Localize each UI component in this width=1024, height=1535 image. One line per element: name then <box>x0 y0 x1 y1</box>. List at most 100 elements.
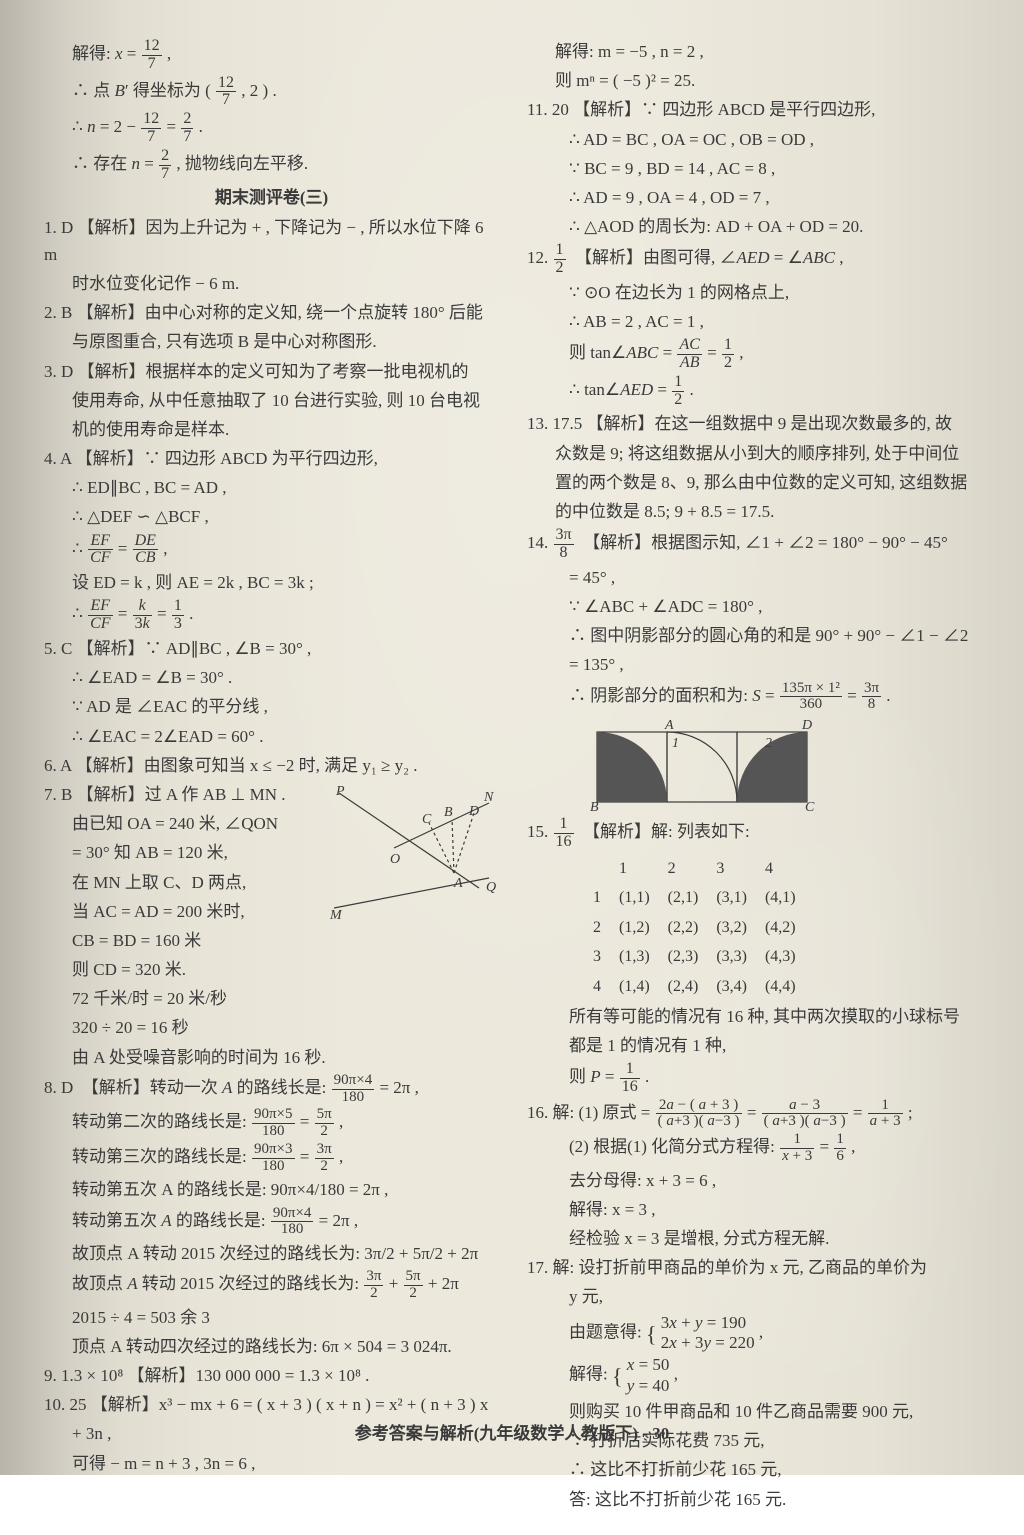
q7-l5: 则 CD = 320 米. <box>44 956 499 983</box>
left-column: 解得: x = 127 , ∴ 点 B′ 得坐标为 ( 127 , 2 ) . … <box>44 38 499 1515</box>
q17-head: 17. 解: 设打折前甲商品的单价为 x 元, 乙商品的单价为 <box>527 1254 972 1281</box>
lbl-B: B <box>590 800 599 812</box>
lbl-C: C <box>422 812 432 827</box>
q4-l3: 设 ED = k , 则 AE = 2k , BC = 3k ; <box>44 569 499 596</box>
q11-l2: ∴ AD = 9 , OA = 4 , OD = 7 , <box>527 184 972 211</box>
q17-l8: 答: 这比不打折前少花 165 元. <box>527 1486 972 1513</box>
cell: (3,2) <box>708 914 755 942</box>
cell: (1,1) <box>611 884 658 912</box>
q13-l1: 置的两个数是 8、9, 那么由中位数的定义可知, 这组数据 <box>527 469 972 496</box>
frac-den: 7 <box>142 56 162 73</box>
cell: (2,1) <box>660 884 707 912</box>
q8-l7: 顶点 A 转动四次经过的路线长为: 6π × 504 = 3 024π. <box>44 1333 499 1360</box>
cell: (4,2) <box>757 914 804 942</box>
lbl-B: B <box>444 805 453 820</box>
frac-num: 2 <box>181 111 193 129</box>
q15-t0: 所有等可能的情况有 16 种, 其中两次摸取的小球标号 <box>527 1003 972 1030</box>
q17-l1: 由题意得: { 3x + y = 1902x + 3y = 220 , <box>527 1313 972 1354</box>
col-h: 4 <box>757 855 804 883</box>
q7-l6: 72 千米/时 = 20 米/秒 <box>44 985 499 1012</box>
table-row: 2(1,2)(2,2)(3,2)(4,2) <box>585 914 804 942</box>
row-h: 2 <box>585 914 609 942</box>
q10-head: 10. 25 【解析】x³ − mx + 6 = ( x + 3 ) ( x +… <box>44 1391 499 1418</box>
frac-num: 12 <box>141 111 161 129</box>
r-intro-1: 则 mⁿ = ( −5 )² = 25. <box>527 67 972 94</box>
row-h: 1 <box>585 884 609 912</box>
q13-head: 13. 17.5 【解析】在这一组数据中 9 是出现次数最多的, 故 <box>527 410 972 437</box>
q15-t2: 则 P = 116 . <box>527 1061 972 1096</box>
cell: (2,4) <box>660 973 707 1001</box>
q14-l4: ∴ 阴影部分的面积和为: S = 135π × 1²360 = 3π8 . <box>527 681 972 714</box>
q11-l0: ∴ AD = BC , OA = OC , OB = OD , <box>527 126 972 153</box>
lbl-1: 1 <box>672 736 679 751</box>
q16-l1: 去分母得: x + 3 = 6 , <box>527 1167 972 1194</box>
q15-t1: 都是 1 的情况有 1 种, <box>527 1032 972 1059</box>
row-h: 4 <box>585 973 609 1001</box>
intro-line-4: ∴ 存在 n = 27 , 抛物线向左平移. <box>44 148 499 183</box>
frac-den: 7 <box>181 129 193 146</box>
q11-l1: ∵ BC = 9 , BD = 14 , AC = 8 , <box>527 155 972 182</box>
frac-num: 12 <box>216 75 236 93</box>
q2-head: 2. B 【解析】由中心对称的定义知, 绕一个点旋转 180° 后能 <box>44 299 499 326</box>
lbl-2: 2 <box>765 736 772 751</box>
cell: (1,3) <box>611 943 658 971</box>
cell: (3,1) <box>708 884 755 912</box>
cell: (1,4) <box>611 973 658 1001</box>
q16-l0: (2) 根据(1) 化简分式方程得: 1x + 3 = 16 , <box>527 1132 972 1165</box>
r-intro-0: 解得: m = −5 , n = 2 , <box>527 38 972 65</box>
cell: (4,4) <box>757 973 804 1001</box>
frac-num: 2 <box>159 148 171 166</box>
intro-line-2: ∴ 点 B′ 得坐标为 ( 127 , 2 ) . <box>44 75 499 110</box>
q16-l3: 经检验 x = 3 是增根, 分式方程无解. <box>527 1225 972 1252</box>
q8-head: 8. D 【解析】转动一次 A 的路线长是: 90π×4180 = 2π , <box>44 1073 499 1106</box>
q17-l0: y 元, <box>527 1283 972 1310</box>
q13-l2: 的中位数是 8.5; 9 + 8.5 = 17.5. <box>527 498 972 525</box>
lbl-O: O <box>390 852 400 867</box>
q11-head: 11. 20 【解析】∵ 四边形 ABCD 是平行四边形, <box>527 96 972 123</box>
q8-l3: 转动第五次 A 的路线长是: 90π×4180 = 2π , <box>44 1206 499 1239</box>
q7-l7: 320 ÷ 20 = 16 秒 <box>44 1014 499 1041</box>
cell: (4,1) <box>757 884 804 912</box>
page-footer: 参考答案与解析(九年级数学人教版下) - 30 <box>0 1420 1024 1447</box>
lbl-D: D <box>468 804 479 819</box>
q16-head: 16. 解: (1) 原式 = 2a − ( a + 3 )( a+3 )( a… <box>527 1098 972 1131</box>
lbl-A: A <box>664 718 674 733</box>
q5-head: 5. C 【解析】∵ AD∥BC , ∠B = 30° , <box>44 635 499 662</box>
q14-l0: = 45° , <box>527 564 972 591</box>
q8-l4: 故顶点 A 转动 2015 次经过的路线长为: 3π/2 + 5π/2 + 2π <box>44 1240 499 1267</box>
q4-l1: ∴ △DEF ∽ △BCF , <box>44 503 499 530</box>
cell: (3,4) <box>708 973 755 1001</box>
intro-line-3: ∴ n = 2 − 127 = 27 . <box>44 111 499 146</box>
col-h: 2 <box>660 855 707 883</box>
q8-l0: 转动第二次的路线长是: 90π×5180 = 5π2 , <box>44 1107 499 1140</box>
page-columns: 解得: x = 127 , ∴ 点 B′ 得坐标为 ( 127 , 2 ) . … <box>0 0 1024 1535</box>
q2-l2: 与原图重合, 只有选项 B 是中心对称图形. <box>44 328 499 355</box>
lbl-D: D <box>801 718 812 733</box>
q4-l2: ∴ EFCF = DECB , <box>44 533 499 568</box>
q5-l1: ∵ AD 是 ∠EAC 的平分线 , <box>44 693 499 720</box>
q3-l3: 机的使用寿命是样本. <box>44 416 499 443</box>
col-h: 3 <box>708 855 755 883</box>
q10-l1: 可得 − m = n + 3 , 3n = 6 , <box>44 1450 499 1477</box>
right-column: 解得: m = −5 , n = 2 , 则 mⁿ = ( −5 )² = 25… <box>527 38 972 1515</box>
q12-l0: ∵ ⊙O 在边长为 1 的网格点上, <box>527 279 972 306</box>
row-h: 3 <box>585 943 609 971</box>
q12-l2: 则 tan∠ABC = ACAB = 12 , <box>527 337 972 372</box>
q1-head: 1. D 【解析】因为上升记为 + , 下降记为 − , 所以水位下降 6 m <box>44 214 499 268</box>
q14-l2: ∴ 图中阴影部分的圆心角的和是 90° + 90° − ∠1 − ∠2 <box>527 622 972 649</box>
table-row: 1234 <box>585 855 804 883</box>
q8-l6: 2015 ÷ 4 = 503 余 3 <box>44 1304 499 1331</box>
section-title: 期末测评卷(三) <box>44 184 499 211</box>
table-row: 4(1,4)(2,4)(3,4)(4,4) <box>585 973 804 1001</box>
frac-den: 7 <box>216 92 236 109</box>
frac-den: 7 <box>159 166 171 183</box>
q4-l0: ∴ ED∥BC , BC = AD , <box>44 474 499 501</box>
q17-l7: ∴ 这比不打折前少花 165 元, <box>527 1456 972 1483</box>
cell: (4,3) <box>757 943 804 971</box>
q14-l3: = 135° , <box>527 651 972 678</box>
q7-figure: P N B D C O A Q M <box>324 783 499 923</box>
q12-l1: ∴ AB = 2 , AC = 1 , <box>527 308 972 335</box>
q14-head: 14. 3π8 【解析】根据图示知, ∠1 + ∠2 = 180° − 90° … <box>527 527 972 562</box>
q11-l3: ∴ △AOD 的周长为: AD + OA + OD = 20. <box>527 213 972 240</box>
q14-figure: A D B C 1 2 <box>587 717 817 812</box>
